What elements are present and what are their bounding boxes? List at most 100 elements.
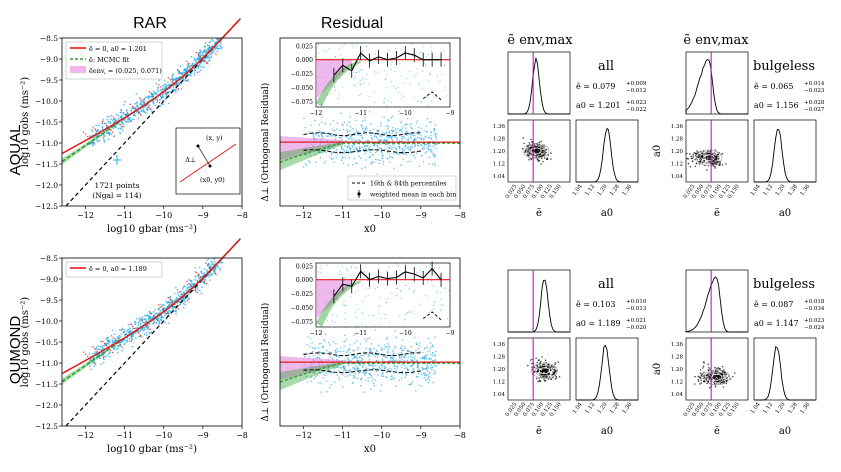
residual-data-point — [338, 379, 340, 381]
residual-data-point — [334, 130, 336, 132]
inset-data-point — [406, 78, 408, 80]
inset-data-point — [343, 304, 345, 307]
residual-data-point — [352, 374, 355, 377]
corner-e-lower-error: −0.013 — [626, 306, 647, 312]
residual-data-point — [435, 362, 438, 365]
residual-data-point — [434, 133, 437, 136]
rar-data-point — [130, 109, 133, 112]
rar-data-point — [122, 130, 124, 132]
corner-a0-ytick-label: 1.28 — [671, 355, 684, 361]
corner-subset-title: all — [598, 59, 614, 74]
rar-data-point — [216, 264, 219, 266]
inset-data-point — [383, 69, 385, 71]
rar-data-point — [122, 112, 124, 115]
inset-data-point — [425, 295, 427, 297]
residual-data-point — [312, 350, 314, 353]
corner-a0-xlabel: a0 — [601, 208, 613, 219]
residual-data-point — [339, 136, 342, 139]
rar-data-point — [88, 352, 91, 355]
rar-data-point — [93, 360, 96, 363]
rar-data-point — [176, 292, 179, 294]
rar-data-point — [113, 348, 116, 351]
residual-data-point — [386, 144, 389, 146]
residual-data-point — [414, 355, 416, 358]
rar-data-point — [196, 288, 199, 291]
residual-data-point — [434, 372, 437, 374]
residual-data-point — [368, 337, 371, 339]
residual-data-point — [309, 338, 312, 340]
residual-data-point — [330, 351, 333, 354]
corner-e-result: ẽ = 0.103 — [576, 300, 615, 309]
rar-data-point — [180, 83, 183, 85]
inset-data-point — [361, 323, 363, 325]
rar-data-point — [106, 118, 109, 121]
residual-data-point — [376, 356, 379, 358]
residual-data-point — [423, 145, 425, 147]
residual-data-point — [423, 138, 425, 141]
residual-data-point — [431, 345, 434, 348]
corner-mcmc-sample — [699, 153, 701, 156]
rar-data-point — [201, 66, 204, 69]
residual-data-point — [342, 365, 344, 367]
rar-data-point — [90, 128, 93, 131]
residual-data-point — [322, 353, 324, 356]
inset-data-point — [441, 308, 443, 310]
rar-data-point — [122, 340, 125, 343]
residual-data-point — [343, 367, 345, 369]
rar-data-point — [161, 305, 163, 308]
residual-data-point — [401, 373, 404, 375]
inset-data-point — [353, 77, 355, 79]
corner-mcmc-sample — [538, 380, 541, 383]
residual-data-point — [363, 371, 366, 374]
inset-data-point — [402, 96, 405, 98]
residual-data-point — [370, 163, 373, 165]
rar-data-point — [134, 323, 137, 325]
inset-data-point — [316, 267, 318, 269]
rar-data-point — [205, 60, 207, 63]
rar-data-point — [143, 318, 146, 321]
residual-data-point — [395, 385, 397, 387]
residual-data-point — [374, 329, 377, 331]
residual-data-point — [343, 150, 346, 152]
residual-data-point — [400, 345, 403, 347]
residual-data-point — [342, 373, 344, 376]
inset-data-point — [355, 291, 357, 293]
corner-mcmc-sample — [529, 359, 532, 361]
rar-data-point — [143, 329, 145, 331]
residual-data-point — [374, 134, 376, 136]
residual-data-point — [431, 366, 434, 369]
rar-data-point — [144, 106, 147, 108]
inset-data-point — [355, 311, 357, 313]
inset-data-point — [416, 271, 418, 273]
residual-data-point — [319, 351, 322, 354]
residual-legend-entry: weighted mean in each bin — [370, 192, 456, 199]
residual-data-point — [381, 157, 383, 159]
residual-data-point — [434, 336, 436, 338]
rar-data-point — [199, 50, 202, 53]
residual-data-point — [355, 147, 358, 149]
residual-data-point — [399, 359, 401, 362]
rar-data-point — [108, 134, 111, 137]
residual-data-point — [423, 347, 426, 350]
residual-data-point — [363, 391, 366, 394]
residual-data-point — [420, 373, 423, 376]
residual-data-point — [364, 372, 366, 375]
inset-data-point — [362, 50, 364, 52]
rar-data-point — [153, 321, 155, 323]
residual-data-point — [390, 137, 393, 139]
residual-data-point — [407, 148, 410, 150]
residual-data-point — [364, 129, 367, 131]
residual-data-point — [426, 346, 429, 349]
residual-xlabel: x0 — [364, 224, 376, 235]
residual-data-point — [400, 377, 403, 380]
rar-data-point — [136, 327, 139, 329]
rar-data-point — [106, 355, 109, 357]
residual-data-point — [388, 130, 391, 132]
rar-ytick-label: −9.0 — [40, 55, 58, 64]
rar-data-point — [197, 67, 200, 70]
residual-data-point — [422, 356, 424, 359]
rar-data-point — [172, 305, 174, 308]
residual-data-point — [338, 129, 341, 131]
